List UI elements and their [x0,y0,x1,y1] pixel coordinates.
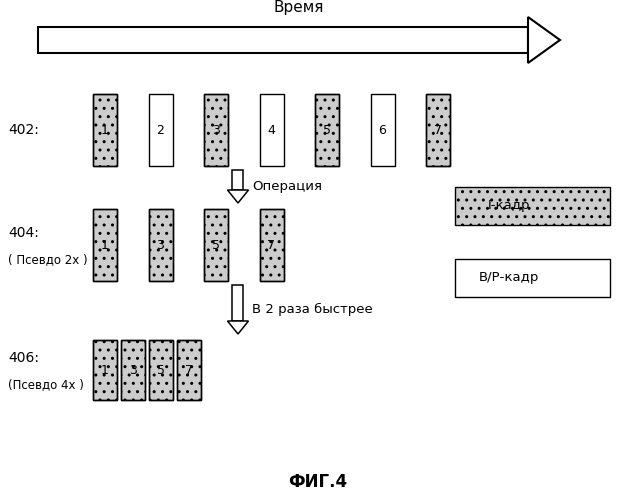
Bar [93,209,117,281]
Bar [148,209,173,281]
Polygon shape [528,17,560,63]
Bar [93,340,117,400]
Text: 2: 2 [157,124,164,136]
Bar [121,340,145,400]
Bar [371,94,394,166]
Text: (Псевдо 4х ): (Псевдо 4х ) [8,378,84,392]
Text: I-кадр: I-кадр [488,200,531,212]
Text: 3: 3 [212,124,220,136]
Text: 402:: 402: [8,123,39,137]
Bar [204,209,228,281]
Text: 5: 5 [323,124,331,136]
Polygon shape [227,321,248,334]
Text: 406:: 406: [8,351,39,365]
Bar [177,340,201,400]
Bar [259,94,283,166]
Text: 6: 6 [378,124,387,136]
Text: ( Псевдо 2х ): ( Псевдо 2х ) [8,254,88,266]
Text: В 2 раза быстрее: В 2 раза быстрее [252,303,373,316]
Bar [148,94,173,166]
Bar [233,285,243,321]
Text: 7: 7 [434,124,442,136]
Text: 1: 1 [101,364,109,376]
Text: 3: 3 [157,238,164,252]
Bar [93,94,117,166]
Bar [93,340,117,400]
Bar [259,209,283,281]
Text: 1: 1 [101,124,109,136]
Bar [315,94,339,166]
Text: Время: Время [274,0,324,15]
Text: В/Р-кадр: В/Р-кадр [479,272,540,284]
Bar [177,340,201,400]
Bar [148,209,173,281]
Text: 4: 4 [268,124,275,136]
Polygon shape [227,190,248,203]
Text: 404:: 404: [8,226,39,240]
Bar [455,187,610,225]
Text: 5: 5 [157,364,165,376]
Text: 5: 5 [212,238,220,252]
Text: 7: 7 [185,364,193,376]
Text: 7: 7 [268,238,275,252]
Bar [426,94,450,166]
Bar [259,209,283,281]
Bar [315,94,339,166]
Bar [93,209,117,281]
Bar [204,209,228,281]
Bar [149,340,173,400]
Bar [121,340,145,400]
Bar [204,94,228,166]
Text: 1: 1 [101,238,109,252]
Bar [455,259,610,297]
Text: 3: 3 [129,364,137,376]
Bar [38,27,528,53]
Bar [149,340,173,400]
Text: ФИГ.4: ФИГ.4 [289,473,348,491]
Bar [93,94,117,166]
Text: Операция: Операция [252,180,322,193]
Bar [233,170,243,190]
Bar [204,94,228,166]
Bar [426,94,450,166]
